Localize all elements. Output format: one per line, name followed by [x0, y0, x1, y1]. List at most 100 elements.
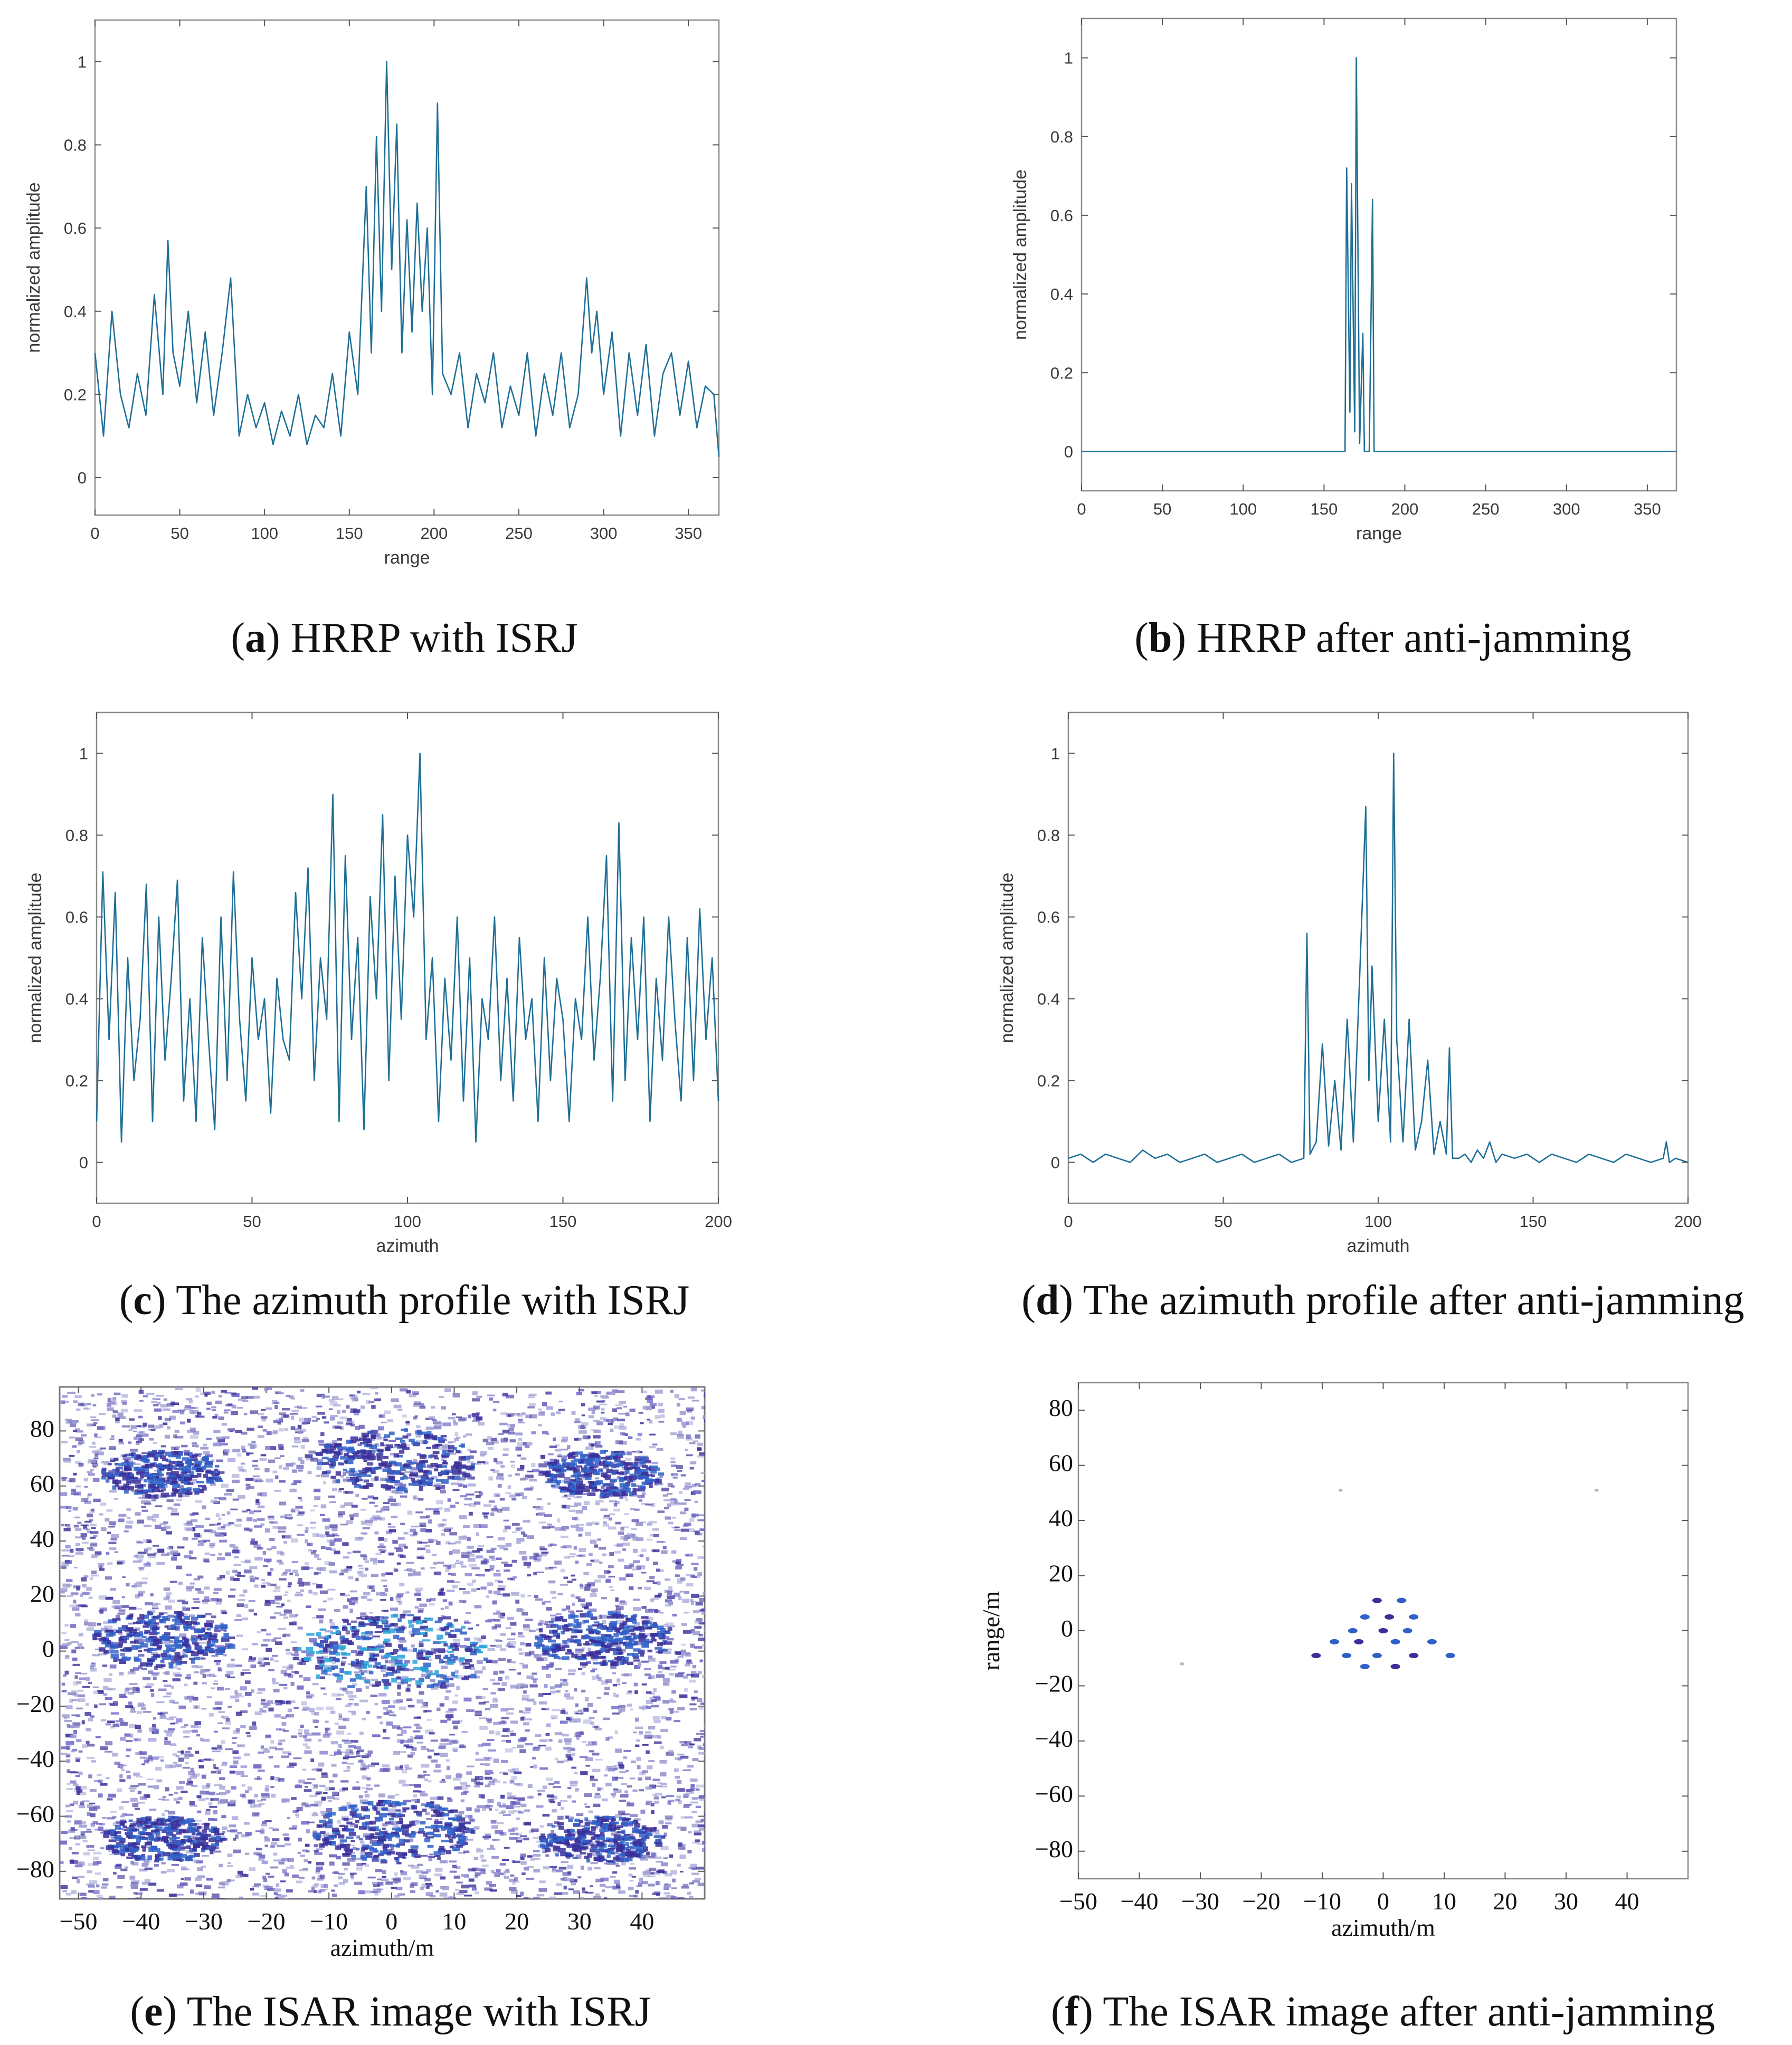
noise-dot	[560, 1800, 568, 1802]
noise-dot	[561, 1448, 568, 1451]
noise-dot	[182, 1608, 191, 1611]
noise-dot	[304, 1859, 308, 1862]
noise-dot	[303, 1677, 311, 1681]
y-tick-label: 40	[30, 1525, 54, 1552]
noise-dot	[317, 1412, 326, 1415]
noise-dot	[629, 1563, 634, 1568]
noise-dot	[500, 1633, 506, 1636]
noise-dot	[321, 1656, 328, 1659]
noise-dot	[270, 1600, 275, 1604]
noise-dot	[635, 1472, 643, 1476]
noise-dot	[664, 1590, 668, 1593]
chart-b-hrrp-after-anti-jamming: 0 50 100 150 200 250 300 35000.20.40.60.81range…	[1010, 18, 1676, 544]
noise-dot	[352, 1786, 361, 1790]
noise-dot	[555, 1690, 561, 1693]
noise-dot	[491, 1626, 497, 1630]
noise-dot	[595, 1878, 604, 1882]
noise-dot	[399, 1543, 406, 1548]
noise-dot	[475, 1891, 479, 1895]
noise-dot	[253, 1518, 257, 1522]
noise-dot	[260, 1829, 265, 1834]
noise-dot	[186, 1520, 192, 1524]
noise-dot	[472, 1391, 478, 1395]
noise-dot	[225, 1720, 231, 1725]
noise-dot	[281, 1701, 289, 1704]
noise-dot	[636, 1757, 641, 1761]
noise-dot	[89, 1802, 96, 1804]
noise-dot	[523, 1562, 531, 1566]
noise-dot	[292, 1825, 298, 1828]
noise-dot	[460, 1644, 467, 1648]
noise-dot	[70, 1780, 77, 1784]
noise-dot	[135, 1512, 141, 1516]
noise-dot	[353, 1409, 361, 1413]
noise-dot	[302, 1768, 307, 1771]
noise-dot	[508, 1641, 516, 1645]
noise-dot	[539, 1701, 547, 1705]
noise-dot	[403, 1744, 409, 1747]
noise-dot	[185, 1751, 191, 1753]
noise-dot	[237, 1453, 242, 1457]
noise-dot	[354, 1881, 363, 1886]
noise-dot	[383, 1444, 390, 1447]
noise-dot	[393, 1502, 401, 1507]
noise-dot	[93, 1498, 101, 1502]
noise-dot	[496, 1644, 502, 1648]
noise-dot	[522, 1412, 526, 1415]
noise-dot	[98, 1563, 105, 1566]
noise-dot	[272, 1838, 280, 1841]
noise-dot	[674, 1526, 680, 1529]
noise-dot	[425, 1549, 431, 1554]
noise-dot	[112, 1600, 120, 1604]
noise-dot	[367, 1495, 374, 1499]
noise-dot	[191, 1607, 200, 1610]
noise-dot	[105, 1697, 112, 1700]
noise-dot	[348, 1710, 356, 1713]
noise-dot	[468, 1557, 476, 1562]
noise-dot	[216, 1661, 220, 1666]
noise-dot	[410, 1752, 415, 1756]
noise-dot	[528, 1395, 535, 1399]
noise-dot	[447, 1498, 451, 1502]
noise-dot	[618, 1810, 625, 1815]
noise-dot	[498, 1721, 507, 1724]
noise-dot	[679, 1694, 688, 1698]
noise-dot	[67, 1392, 75, 1394]
noise-dot	[383, 1502, 390, 1505]
noise-dot	[578, 1668, 583, 1670]
noise-dot	[83, 1852, 90, 1856]
noise-dot	[612, 1795, 615, 1798]
noise-dot	[452, 1413, 456, 1415]
noise-dot	[186, 1573, 192, 1576]
noise-dot	[515, 1447, 523, 1451]
noise-dot	[497, 1483, 502, 1488]
noise-dot	[209, 1713, 214, 1717]
noise-dot	[615, 1404, 623, 1406]
noise-dot	[557, 1802, 561, 1806]
noise-dot	[313, 1786, 318, 1789]
noise-dot	[68, 1510, 72, 1513]
noise-dot	[413, 1821, 420, 1825]
noise-dot	[688, 1867, 693, 1870]
noise-dot	[367, 1585, 375, 1589]
noise-dot	[648, 1884, 655, 1887]
noise-dot	[407, 1754, 413, 1758]
noise-dot	[76, 1681, 82, 1685]
noise-dot	[590, 1885, 593, 1888]
noise-dot	[566, 1857, 571, 1859]
noise-dot	[452, 1700, 458, 1704]
noise-dot	[211, 1771, 217, 1774]
noise-dot	[393, 1404, 402, 1409]
noise-dot	[222, 1532, 227, 1537]
noise-dot	[565, 1754, 572, 1758]
noise-dot	[139, 1756, 147, 1759]
noise-dot	[112, 1642, 118, 1646]
noise-dot	[594, 1544, 598, 1548]
noise-dot	[600, 1884, 606, 1887]
noise-dot	[413, 1716, 421, 1719]
noise-dot	[82, 1897, 87, 1899]
noise-dot	[307, 1543, 313, 1546]
noise-dot	[528, 1795, 533, 1799]
noise-dot	[112, 1815, 117, 1819]
noise-dot	[549, 1525, 555, 1529]
